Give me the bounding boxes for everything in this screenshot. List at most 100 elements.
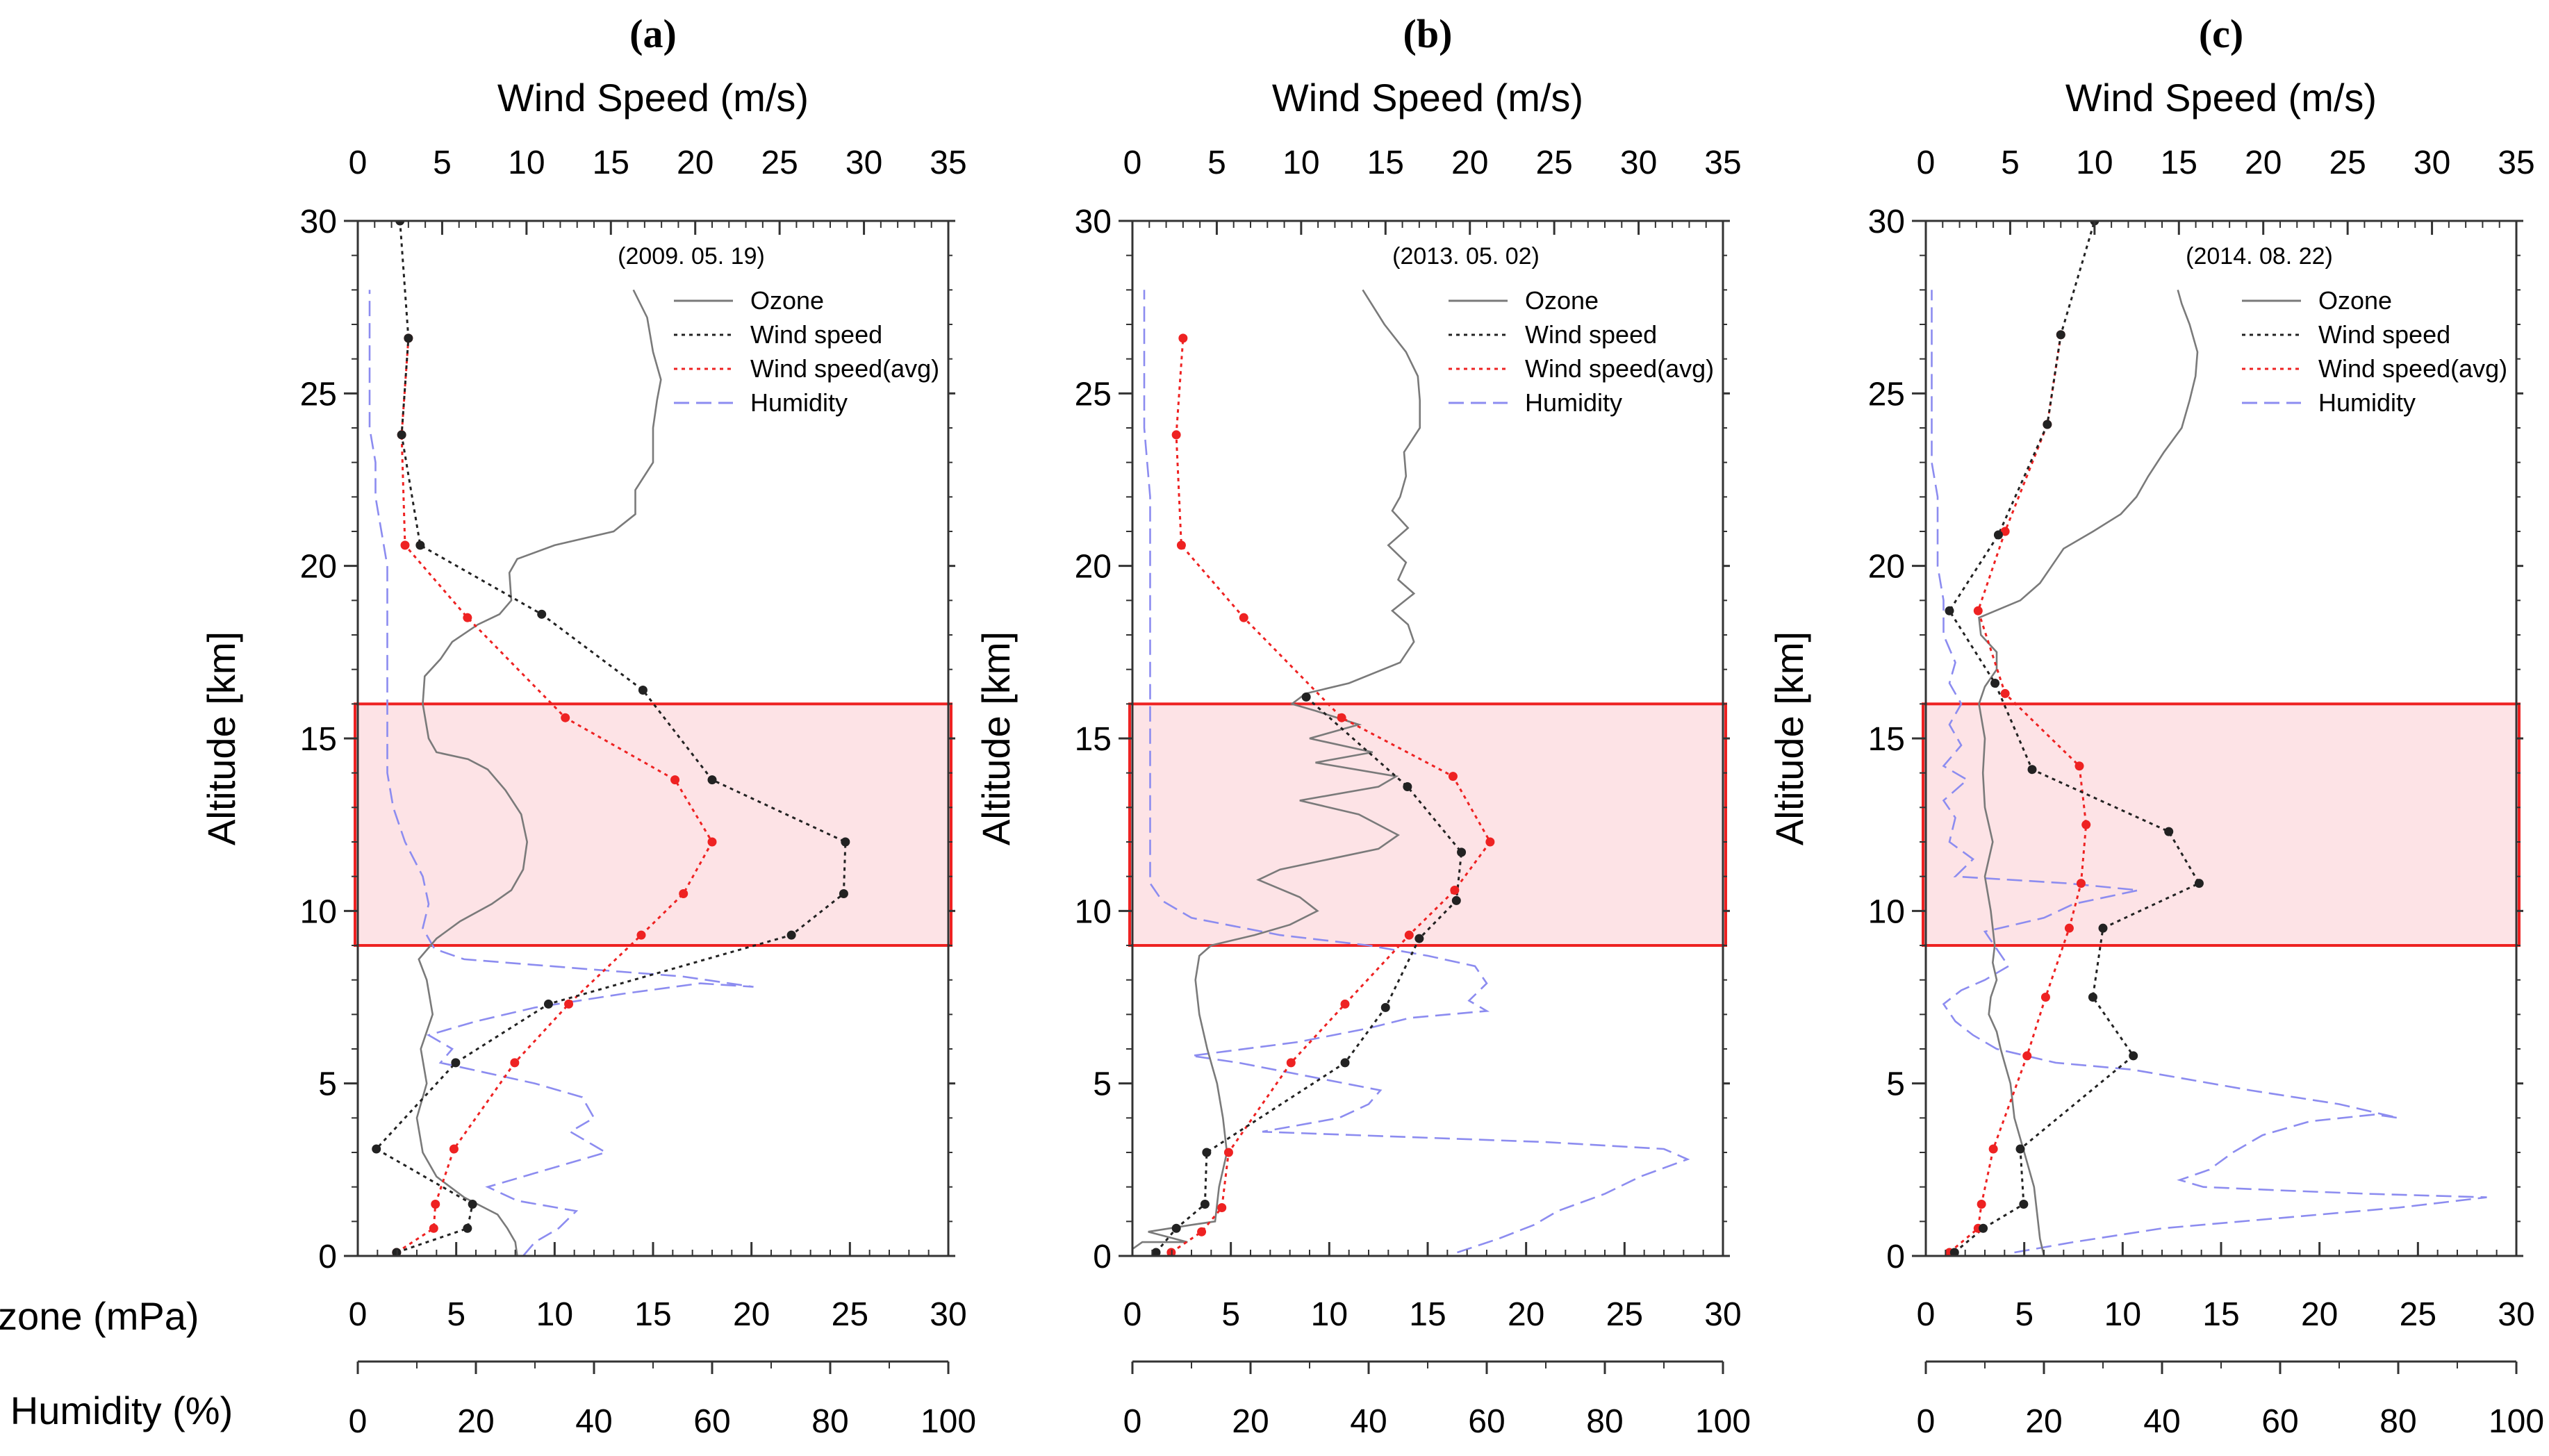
legend-label-b-3: Humidity (1525, 388, 1622, 417)
y-axis-title-b: Altitude [km] (974, 631, 1018, 845)
y-axis-title-a: Altitude [km] (199, 631, 243, 845)
wind-avg-point-b-4 (1286, 1058, 1296, 1068)
wind-speed-point-c-7 (2194, 879, 2204, 888)
humidity-tick-label-a-20: 20 (457, 1403, 494, 1440)
wind-axis-title-c: Wind Speed (m/s) (2065, 76, 2377, 119)
ozone-line-b (1132, 289, 1421, 1250)
humidity-tick-label-b-0: 0 (1123, 1403, 1142, 1440)
ozone-tick-label-c-10: 10 (2104, 1296, 2141, 1333)
legend-label-c-2: Wind speed(avg) (2318, 354, 2507, 383)
wind-speed-point-b-3 (1202, 1148, 1212, 1157)
wind-speed-point-b-0 (1151, 1248, 1161, 1256)
panel-title-b: (b) (1403, 11, 1453, 56)
wind-speed-point-a-11 (537, 609, 547, 619)
y-tick-label-c-20: 20 (1868, 549, 1905, 586)
wind-avg-point-a-5 (564, 999, 574, 1009)
date-label-a: (2009. 05. 19) (618, 243, 765, 270)
wind-speed-point-a-1 (463, 1223, 472, 1233)
wind-speed-point-c-1 (1979, 1223, 1988, 1233)
wind-tick-label-c-35: 35 (2498, 144, 2534, 181)
wind-tick-label-b-5: 5 (1207, 144, 1226, 181)
ozone-tick-label-c-20: 20 (2301, 1296, 2338, 1333)
humidity-line-b (1143, 290, 1690, 1254)
wind-speed-point-c-5 (2088, 993, 2097, 1002)
y-tick-label-a-0: 0 (318, 1239, 337, 1275)
highlight-band-a (354, 702, 952, 947)
y-tick-label-c-25: 25 (1868, 376, 1905, 413)
wind-avg-point-a-9 (670, 775, 680, 785)
wind-speed-point-c-0 (1949, 1248, 1959, 1256)
wind-tick-label-a-20: 20 (677, 144, 713, 181)
wind-tick-label-a-30: 30 (845, 144, 882, 181)
legend-label-b-1: Wind speed (1525, 320, 1657, 349)
plot-area-b (1132, 289, 1690, 1256)
legend-label-b-2: Wind speed(avg) (1525, 354, 1714, 383)
wind-speed-point-b-10 (1301, 692, 1311, 702)
plot-area-a (368, 221, 850, 1256)
legend-label-c-1: Wind speed (2318, 320, 2450, 349)
ozone-tick-label-b-30: 30 (1704, 1296, 1741, 1333)
wind-speed-point-a-15 (395, 221, 405, 226)
wind-tick-label-b-10: 10 (1282, 144, 1319, 181)
wind-avg-point-a-7 (679, 889, 688, 898)
legend-label-a-2: Wind speed(avg) (750, 354, 939, 383)
y-tick-label-a-5: 5 (318, 1066, 337, 1103)
wind-avg-point-c-3 (1988, 1144, 1998, 1154)
ozone-tick-label-b-15: 15 (1409, 1296, 1446, 1333)
wind-axis-title-b: Wind Speed (m/s) (1272, 76, 1583, 119)
wind-avg-point-b-1 (1197, 1227, 1207, 1236)
wind-speed-point-c-3 (2015, 1144, 2025, 1154)
wind-tick-label-a-10: 10 (508, 144, 545, 181)
y-tick-label-b-5: 5 (1093, 1066, 1112, 1103)
wind-speed-point-a-5 (543, 999, 553, 1009)
wind-avg-point-b-10 (1337, 713, 1346, 722)
ozone-tick-label-c-30: 30 (2498, 1296, 2534, 1333)
wind-avg-point-a-1 (429, 1223, 438, 1233)
wind-avg-point-b-3 (1223, 1148, 1233, 1157)
wind-tick-label-c-15: 15 (2161, 144, 2197, 181)
panel-title-a: (a) (629, 11, 677, 56)
ozone-tick-label-c-15: 15 (2202, 1296, 2239, 1333)
wind-tick-label-a-25: 25 (761, 144, 798, 181)
humidity-tick-label-b-100: 100 (1695, 1403, 1751, 1440)
y-axis-title-c: Altitude [km] (1767, 631, 1811, 845)
wind-tick-label-c-10: 10 (2076, 144, 2113, 181)
wind-speed-point-a-9 (707, 775, 717, 785)
wind-speed-point-c-10 (1990, 679, 2000, 688)
ozone-tick-label-b-20: 20 (1508, 1296, 1544, 1333)
wind-speed-point-a-8 (841, 837, 850, 847)
humidity-tick-label-b-60: 60 (1468, 1403, 1505, 1440)
ozone-tick-label-a-5: 5 (447, 1296, 465, 1333)
ozone-tick-label-b-10: 10 (1311, 1296, 1348, 1333)
wind-speed-point-b-4 (1340, 1058, 1350, 1068)
wind-avg-point-a-4 (510, 1058, 520, 1068)
wind-speed-point-c-8 (2164, 827, 2174, 836)
wind-speed-line-a (374, 221, 847, 1254)
panel-title-c: (c) (2199, 11, 2243, 56)
wind-speed-point-a-2 (468, 1200, 477, 1209)
wind-speed-point-b-5 (1380, 1002, 1390, 1012)
ozone-tick-label-a-15: 15 (634, 1296, 671, 1333)
ozone-tick-label-a-20: 20 (733, 1296, 770, 1333)
wind-avg-point-a-8 (707, 837, 717, 847)
wind-speed-point-a-14 (404, 333, 413, 343)
date-label-c: (2014. 08. 22) (2186, 243, 2333, 270)
wind-speed-point-c-11 (1945, 606, 1954, 615)
y-tick-label-a-25: 25 (300, 376, 337, 413)
y-tick-label-b-0: 0 (1093, 1239, 1112, 1275)
legend-label-a-0: Ozone (750, 286, 824, 315)
wind-speed-point-a-13 (397, 430, 406, 440)
humidity-tick-label-c-40: 40 (2143, 1403, 2180, 1440)
wind-avg-point-c-5 (2040, 993, 2050, 1002)
ozone-tick-label-b-0: 0 (1123, 1296, 1142, 1333)
humidity-axis-title: Humidity (%) (10, 1389, 233, 1432)
wind-avg-point-b-14 (1178, 333, 1188, 343)
wind-avg-point-c-12 (2000, 527, 2010, 536)
wind-tick-label-c-20: 20 (2245, 144, 2282, 181)
wind-avg-point-a-12 (400, 540, 410, 550)
wind-speed-point-a-3 (372, 1144, 381, 1154)
wind-tick-label-b-20: 20 (1451, 144, 1488, 181)
wind-tick-label-a-0: 0 (349, 144, 368, 181)
wind-speed-point-c-13 (2043, 420, 2052, 429)
plot-area-c (1931, 221, 2487, 1256)
